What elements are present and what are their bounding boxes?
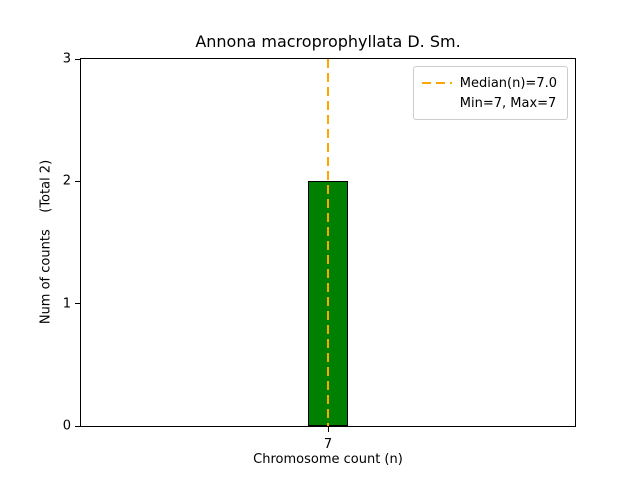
x-axis-label: Chromosome count (n) [253,452,403,467]
y-tick-mark [75,303,80,305]
median-line [327,59,329,426]
y-axis-label: Num of counts (Total 2) [38,159,54,325]
legend-label-minmax: Min=7, Max=7 [459,95,557,111]
y-tick-mark [75,58,80,60]
chart-title: Annona macroprophyllata D. Sm. [195,32,461,51]
x-tick-label: 7 [323,437,333,452]
legend-empty-sample [422,102,452,104]
median-dashed-line-icon [421,82,452,84]
y-tick-label: 1 [62,296,71,312]
legend-entry-median: Median(n)=7.0 [421,73,557,93]
plot-area: Median(n)=7.0 Min=7, Max=7 0 1 2 3 7 [63,52,576,452]
legend-entry-minmax: Min=7, Max=7 [422,93,557,113]
y-tick-label: 3 [62,51,71,67]
y-tick-label: 2 [62,173,71,189]
legend: Median(n)=7.0 Min=7, Max=7 [412,66,568,120]
legend-label-median: Median(n)=7.0 [459,75,557,91]
x-tick-mark [327,427,329,432]
y-tick-label: 0 [62,418,71,434]
y-tick-mark [75,180,80,182]
y-tick-mark [75,425,80,427]
